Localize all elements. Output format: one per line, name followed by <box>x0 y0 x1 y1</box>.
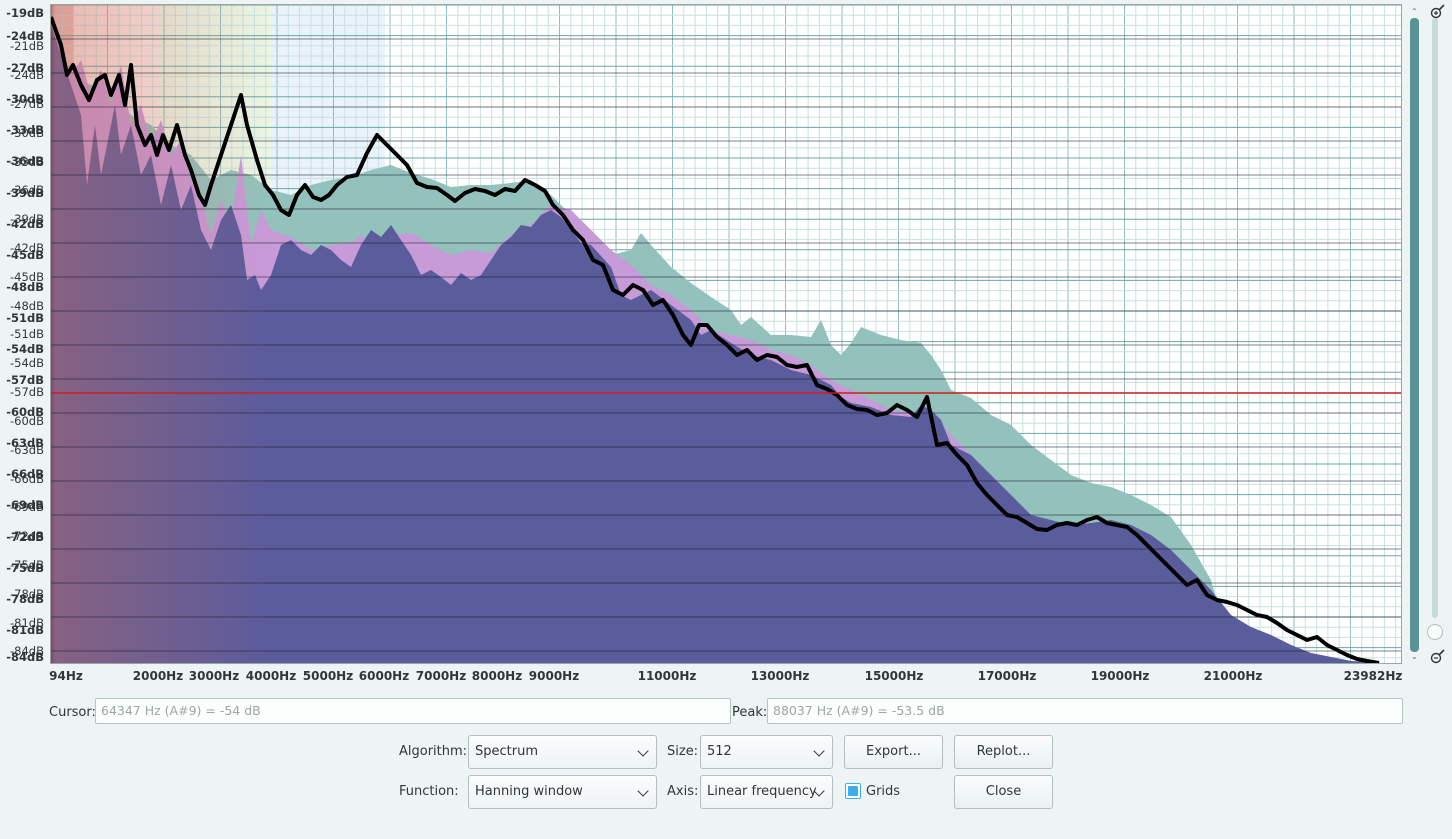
zoom-slider-handle[interactable] <box>1427 624 1443 640</box>
y-tick-label-major: -39dB <box>6 185 44 200</box>
y-tick-label-major: -48dB <box>6 279 44 294</box>
grids-label[interactable]: Grids <box>866 784 901 799</box>
x-tick-label: 8000Hz <box>471 669 523 683</box>
y-tick-label-minor: -45dB <box>10 269 44 284</box>
x-tick-label: 21000Hz <box>1203 669 1263 683</box>
y-tick-label-minor: -39dB <box>10 212 44 227</box>
x-tick-label: 3000Hz <box>188 669 240 683</box>
y-tick-label-major: -45dB <box>6 248 44 263</box>
function-value: Hanning window <box>475 784 583 799</box>
function-select[interactable]: Hanning window <box>468 775 657 809</box>
peak-label: Peak: <box>732 705 768 720</box>
y-tick-label-major: -60dB <box>6 404 44 419</box>
algorithm-value: Spectrum <box>475 744 538 759</box>
algorithm-label: Algorithm: <box>399 744 468 759</box>
y-tick-label-minor: -66dB <box>10 471 44 486</box>
y-tick-label-minor: -60dB <box>10 413 44 428</box>
y-tick-label-minor: -84dB <box>10 644 44 659</box>
y-tick-label-major: -24dB <box>6 29 44 44</box>
zoom-in-icon[interactable] <box>1430 3 1446 19</box>
y-tick-label-minor: -72dB <box>10 529 44 544</box>
x-tick-label: 4000Hz <box>245 669 297 683</box>
x-tick-label: 2000Hz <box>132 669 184 683</box>
y-tick-label-major: -42dB <box>6 217 44 232</box>
replot-button[interactable]: Replot... <box>954 735 1053 769</box>
x-tick-label: 9000Hz <box>528 669 580 683</box>
y-tick-label-major: -75dB <box>6 560 44 575</box>
y-tick-label-major: -54dB <box>6 342 44 357</box>
size-value: 512 <box>707 744 732 759</box>
size-select[interactable]: 512 <box>700 735 833 769</box>
y-tick-label-major: -57dB <box>6 373 44 388</box>
vertical-scrollbar[interactable] <box>1410 18 1419 652</box>
spectrum-curve <box>51 16 1380 663</box>
y-tick-label-minor: -81dB <box>10 615 44 630</box>
scroll-up-arrow[interactable]: ⌃ <box>1411 7 1418 16</box>
cursor-label: Cursor: <box>49 705 96 720</box>
peak-readout: 88037 Hz (A#9) = -53.5 dB <box>767 698 1403 724</box>
x-tick-label: 7000Hz <box>415 669 467 683</box>
y-tick-label-minor: -24dB <box>10 68 44 83</box>
cursor-readout: 64347 Hz (A#9) = -54 dB <box>95 698 731 724</box>
scroll-down-arrow[interactable]: ⌄ <box>1411 652 1418 661</box>
y-tick-label-major: -27dB <box>6 60 44 75</box>
axis-value: Linear frequency <box>707 784 817 799</box>
y-tick-label-minor: -69dB <box>10 500 44 515</box>
spectrum-plot[interactable] <box>50 4 1402 664</box>
spectrum-graph[interactable] <box>51 5 1401 663</box>
export-button[interactable]: Export... <box>844 735 943 769</box>
zoom-slider-track[interactable] <box>1432 18 1438 618</box>
y-tick-label-major: -19dB <box>6 6 44 20</box>
x-tick-label: 19000Hz <box>1090 669 1150 683</box>
y-tick-label-major: -51dB <box>6 310 44 325</box>
zoom-out-icon[interactable] <box>1430 648 1446 664</box>
y-tick-label-major: -66dB <box>6 467 44 482</box>
y-tick-label-minor: -42dB <box>10 241 44 256</box>
y-tick-label-major: -81dB <box>6 623 44 638</box>
x-tick-label: 23982Hz <box>1343 669 1403 683</box>
y-tick-label-minor: -57dB <box>10 385 44 400</box>
y-tick-label-minor: -30dB <box>10 125 44 140</box>
y-tick-label-minor: -27dB <box>10 96 44 111</box>
algorithm-select[interactable]: Spectrum <box>468 735 657 769</box>
y-tick-label-major: -84dB <box>6 650 44 664</box>
y-tick-label-major: -78dB <box>6 592 44 607</box>
y-tick-label-minor: -36dB <box>10 183 44 198</box>
y-tick-label-minor: -54dB <box>10 356 44 371</box>
size-label: Size: <box>667 744 699 759</box>
x-tick-label: 94Hz <box>49 669 83 683</box>
x-tick-label: 11000Hz <box>637 669 697 683</box>
y-tick-label-minor: -51dB <box>10 327 44 342</box>
chevron-down-icon <box>637 785 649 797</box>
axis-select[interactable]: Linear frequency <box>700 775 833 809</box>
x-tick-label: 13000Hz <box>750 669 810 683</box>
function-label: Function: <box>399 784 459 799</box>
y-tick-label-minor: -48dB <box>10 298 44 313</box>
y-tick-label-minor: -63dB <box>10 442 44 457</box>
x-tick-label: 17000Hz <box>977 669 1037 683</box>
y-tick-label-major: -36dB <box>6 154 44 169</box>
close-button[interactable]: Close <box>954 775 1053 809</box>
axis-label: Axis: <box>667 784 699 799</box>
y-tick-label-major: -63dB <box>6 435 44 450</box>
x-tick-label: 5000Hz <box>302 669 354 683</box>
checkbox-mark <box>848 786 858 796</box>
y-tick-label-minor: -75dB <box>10 558 44 573</box>
y-tick-label-major: -33dB <box>6 123 44 138</box>
x-tick-label: 15000Hz <box>864 669 924 683</box>
y-tick-label-minor: -33dB <box>10 154 44 169</box>
chevron-down-icon <box>813 745 825 757</box>
y-tick-label-minor: -78dB <box>10 586 44 601</box>
y-tick-label-major: -30dB <box>6 91 44 106</box>
y-tick-label-major: -72dB <box>6 529 44 544</box>
y-tick-label-minor: -21dB <box>10 39 44 54</box>
chevron-down-icon <box>637 745 649 757</box>
y-tick-label-major: -69dB <box>6 498 44 513</box>
x-tick-label: 6000Hz <box>358 669 410 683</box>
main-area <box>51 25 1381 663</box>
grids-checkbox[interactable] <box>845 783 861 799</box>
